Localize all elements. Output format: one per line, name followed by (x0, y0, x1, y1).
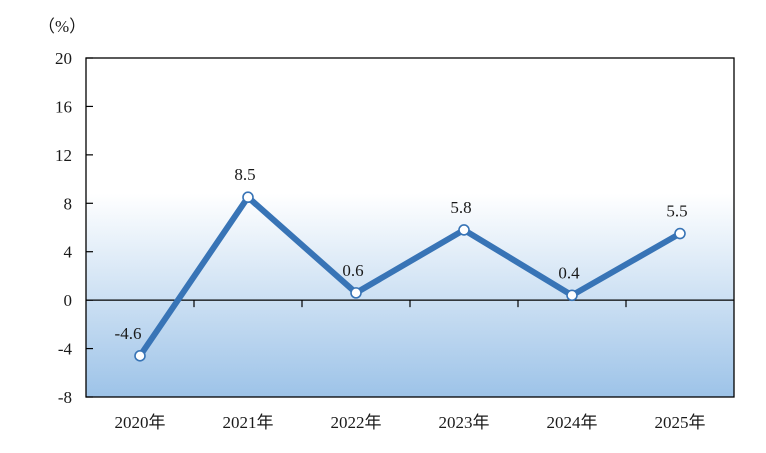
y-tick-label: -4 (58, 340, 73, 359)
data-point (458, 224, 470, 236)
y-unit-label: （%） (38, 17, 86, 36)
y-tick-label: 4 (64, 243, 73, 262)
y-tick-label: 12 (55, 146, 72, 165)
plot-area (85, 57, 735, 398)
data-label: 5.5 (666, 202, 687, 221)
y-tick-label: 20 (55, 49, 72, 68)
x-tick-label: 2024年 (547, 413, 598, 432)
data-point (566, 289, 578, 302)
data-point (674, 227, 686, 240)
data-point (242, 191, 254, 204)
y-tick-label: 0 (64, 291, 73, 310)
x-tick-label: 2021年 (223, 413, 274, 432)
data-label: 5.8 (450, 198, 471, 217)
y-tick-label: 16 (55, 97, 72, 116)
x-tick-label: 2020年 (115, 413, 166, 432)
x-tick-label: 2022年 (331, 413, 382, 432)
data-point (134, 350, 146, 362)
series-line (137, 194, 683, 359)
data-label: 8.5 (234, 165, 255, 184)
data-label: 0.4 (558, 263, 580, 282)
y-tick-label: 8 (64, 194, 73, 213)
data-label: 0.6 (342, 261, 363, 280)
data-point (350, 287, 362, 299)
x-tick-label: 2025年 (655, 413, 706, 432)
data-label: -4.6 (115, 324, 142, 343)
y-tick-label: -8 (58, 388, 72, 407)
x-tick-label: 2023年 (439, 413, 490, 432)
